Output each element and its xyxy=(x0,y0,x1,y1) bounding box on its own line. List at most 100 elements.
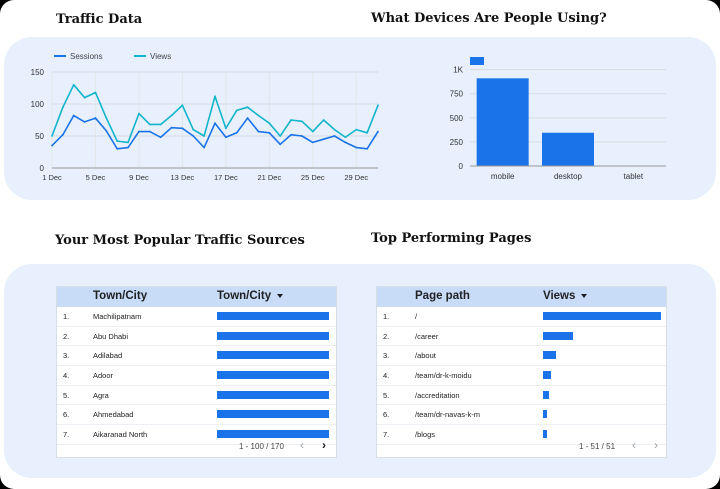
row-index: 4. xyxy=(63,371,70,381)
row-index: 7. xyxy=(383,430,390,440)
x-tick-label: 25 Dec xyxy=(301,173,325,182)
row-value-bar xyxy=(217,351,329,360)
data-point xyxy=(61,133,64,136)
data-point xyxy=(83,121,86,123)
data-point xyxy=(116,140,119,143)
data-point xyxy=(61,106,64,109)
table-row[interactable]: 3. Adilabad xyxy=(57,346,336,367)
data-point xyxy=(203,146,206,149)
devices-title: What Devices Are People Using? xyxy=(371,11,607,26)
data-point xyxy=(192,135,195,137)
data-point xyxy=(148,123,151,126)
row-index: 3. xyxy=(383,351,390,361)
y-tick-label: 250 xyxy=(450,138,464,147)
row-label: Adilabad xyxy=(93,351,123,361)
data-point xyxy=(72,114,75,117)
data-point xyxy=(192,128,195,131)
x-tick-label: 17 Dec xyxy=(214,173,238,182)
row-index: 5. xyxy=(63,390,70,400)
table-row[interactable]: 3. /about xyxy=(377,346,666,367)
table-row[interactable]: 4. Adoor xyxy=(57,366,336,386)
table-body: 1. / 2. /career 3. /about 4. /team/dr-k-moidu 5.… xyxy=(377,307,666,445)
data-point xyxy=(170,114,173,117)
data-point xyxy=(290,119,292,121)
x-tick-label: 13 Dec xyxy=(171,173,195,182)
row-index: 2. xyxy=(383,331,390,341)
data-point xyxy=(116,147,119,150)
data-point xyxy=(279,143,282,146)
table-row[interactable]: 2. Abu Dhabi xyxy=(57,327,336,347)
column-header-views-sort[interactable]: Views xyxy=(543,290,588,302)
row-label: Aikaranad North xyxy=(93,430,148,440)
data-point xyxy=(344,141,347,144)
row-label: /career xyxy=(415,331,439,341)
table-row[interactable]: 5. /accreditation xyxy=(377,386,666,406)
legend-swatch xyxy=(470,57,484,65)
bar-mobile xyxy=(476,78,529,166)
row-index: 5. xyxy=(383,390,390,400)
data-point xyxy=(181,104,184,107)
data-point xyxy=(159,136,162,139)
data-point xyxy=(333,128,336,131)
row-index: 4. xyxy=(383,371,390,381)
data-point xyxy=(366,147,369,150)
data-point xyxy=(203,135,206,137)
data-point xyxy=(105,117,108,119)
row-label: Ahmedabad xyxy=(93,410,134,420)
x-tick-label: tablet xyxy=(624,172,644,181)
column-header-town-city-sort[interactable]: Town/City xyxy=(217,290,284,302)
chevron-right-icon[interactable]: › xyxy=(654,438,658,452)
table-row[interactable]: 5. Agra xyxy=(57,386,336,406)
data-point xyxy=(246,117,249,119)
data-point xyxy=(181,127,184,130)
column-header-label: Town/City xyxy=(217,290,272,302)
row-index: 6. xyxy=(383,410,390,420)
row-value-bar xyxy=(217,410,329,419)
table-row[interactable]: 4. /team/dr-k-moidu xyxy=(377,366,666,386)
pagination-range: 1 - 51 / 51 xyxy=(579,442,616,451)
chevron-right-icon[interactable]: › xyxy=(322,438,326,452)
legend-label: Sessions xyxy=(70,52,102,61)
row-label: Abu Dhabi xyxy=(93,331,129,341)
data-point xyxy=(301,135,303,137)
table-row[interactable]: 6. /team/dr-navas-k-m xyxy=(377,405,666,426)
data-point xyxy=(224,136,227,139)
table-row[interactable]: 2. /career xyxy=(377,327,666,347)
traffic-sources-table: Town/City Town/City 1. Machilipatnam 2. Abu… xyxy=(56,286,337,458)
y-tick-label: 150 xyxy=(31,68,45,77)
data-point xyxy=(311,130,314,133)
data-point xyxy=(214,122,216,125)
legend-label: Views xyxy=(150,52,171,61)
row-index: 1. xyxy=(383,312,390,321)
y-tick-label: 100 xyxy=(31,100,45,109)
row-label: /accreditation xyxy=(415,390,460,400)
data-point xyxy=(235,131,238,134)
y-tick-label: 50 xyxy=(35,132,44,141)
table-row[interactable]: 7. Aikaranad North xyxy=(57,425,336,445)
data-point xyxy=(279,135,282,137)
column-header-page-path[interactable]: Page path xyxy=(415,290,470,302)
row-index: 6. xyxy=(63,410,70,420)
data-point xyxy=(138,112,140,115)
x-tick-label: desktop xyxy=(554,172,583,181)
data-point xyxy=(301,120,303,123)
data-point xyxy=(214,95,216,98)
chevron-left-icon[interactable]: ‹ xyxy=(632,438,636,452)
x-tick-label: 9 Dec xyxy=(129,173,149,182)
data-point xyxy=(366,131,369,134)
table-row[interactable]: 1. Machilipatnam xyxy=(57,307,336,327)
devices-bar-chart: 0 250 500 750 1K mobile desktop tablet xyxy=(450,57,666,181)
table-row[interactable]: 7. /blogs xyxy=(377,425,666,445)
chevron-left-icon[interactable]: ‹ xyxy=(300,438,304,452)
data-point xyxy=(246,106,249,109)
column-header-town-city[interactable]: Town/City xyxy=(93,290,148,302)
table-row[interactable]: 1. / xyxy=(377,307,666,327)
table-row[interactable]: 6. Ahmedabad xyxy=(57,405,336,426)
x-tick-label: 5 Dec xyxy=(86,173,106,182)
data-point xyxy=(377,130,379,133)
row-value-bar xyxy=(543,390,549,399)
table-body: 1. Machilipatnam 2. Abu Dhabi 3. Adilabad 4. Ad… xyxy=(57,307,336,445)
y-tick-label: 750 xyxy=(450,90,464,99)
row-index: 3. xyxy=(63,351,70,361)
